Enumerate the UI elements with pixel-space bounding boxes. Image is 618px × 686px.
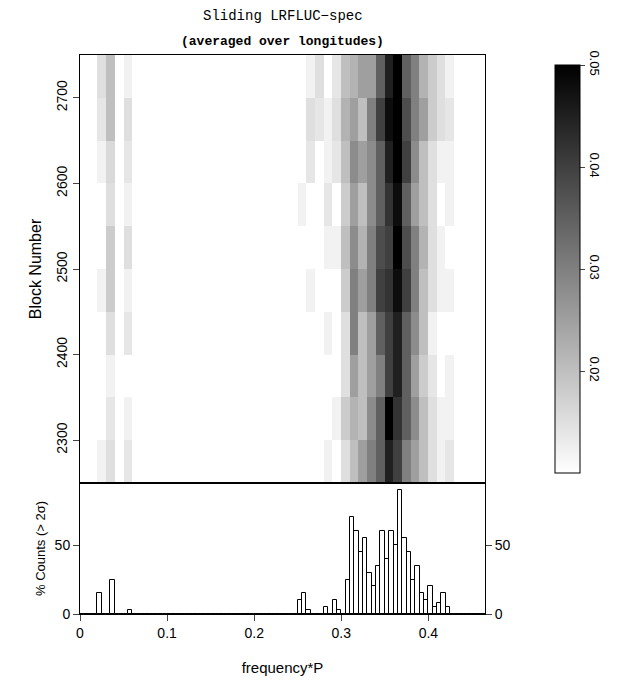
svg-text:0.3: 0.3: [332, 625, 352, 641]
svg-text:0.02: 0.02: [587, 356, 602, 381]
svg-text:50: 50: [495, 537, 511, 553]
svg-text:2500: 2500: [54, 251, 70, 282]
svg-text:2600: 2600: [54, 166, 70, 197]
svg-text:Sliding LRFLUC−spec: Sliding LRFLUC−spec: [203, 8, 363, 24]
svg-text:Block Number: Block Number: [27, 218, 44, 319]
svg-text:0: 0: [62, 606, 70, 622]
svg-text:0: 0: [76, 625, 84, 641]
svg-text:0.1: 0.1: [157, 625, 177, 641]
svg-text:2300: 2300: [54, 422, 70, 453]
svg-text:0.03: 0.03: [587, 254, 602, 279]
svg-text:0.4: 0.4: [419, 625, 439, 641]
svg-text:2400: 2400: [54, 337, 70, 368]
svg-text:frequency*P: frequency*P: [242, 659, 324, 676]
svg-text:0.04: 0.04: [587, 152, 602, 177]
svg-text:2700: 2700: [54, 80, 70, 111]
svg-text:0.2: 0.2: [244, 625, 264, 641]
svg-text:50: 50: [55, 537, 71, 553]
svg-text:(averaged over longitudes): (averaged over longitudes): [181, 34, 384, 49]
svg-text:0.05: 0.05: [587, 50, 602, 75]
svg-text:0: 0: [495, 606, 503, 622]
svg-text:% Counts (> 2σ): % Counts (> 2σ): [33, 501, 48, 596]
